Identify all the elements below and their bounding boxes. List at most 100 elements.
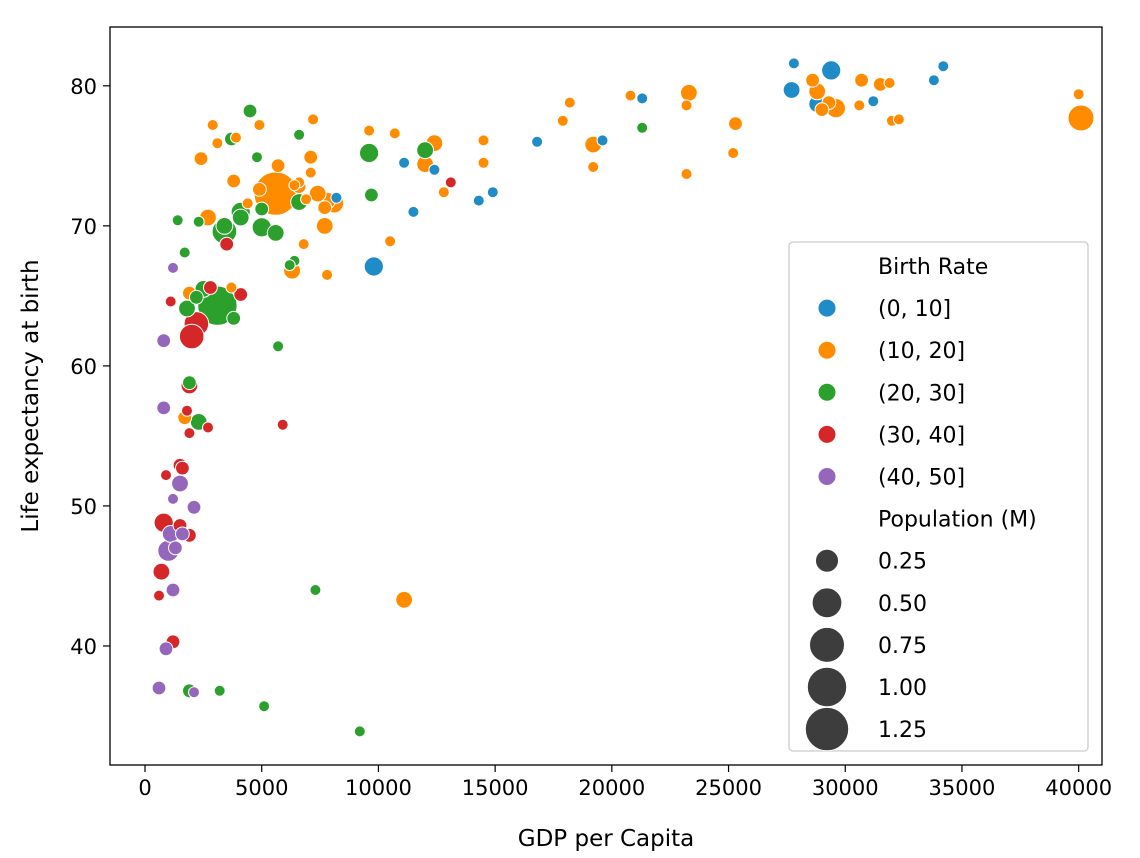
data-point <box>242 103 258 119</box>
data-point <box>219 236 235 252</box>
legend-size-label: 0.25 <box>878 550 927 575</box>
legend-hue-marker <box>817 382 837 402</box>
data-point <box>853 99 866 112</box>
data-point <box>241 197 254 210</box>
data-point <box>477 156 490 169</box>
legend-items: Birth Rate (0, 10] (10, 20] (20, 30] (30, 40… <box>804 255 1037 752</box>
data-point <box>384 235 397 248</box>
data-point <box>359 142 380 164</box>
y-tick-label: 80 <box>70 75 97 99</box>
legend-hue-marker <box>817 467 837 486</box>
data-point <box>276 418 289 431</box>
data-point <box>186 499 202 515</box>
data-point <box>156 333 172 349</box>
data-point <box>787 57 800 70</box>
data-point <box>178 246 191 259</box>
data-point <box>288 179 301 192</box>
data-point <box>300 193 313 206</box>
data-point <box>192 215 205 228</box>
data-point <box>486 186 499 199</box>
x-tick-label: 10000 <box>345 776 412 800</box>
data-point <box>181 404 193 417</box>
data-point <box>215 217 234 235</box>
legend-hue-label: (40, 50] <box>878 466 965 491</box>
x-tick-label: 0 <box>138 776 151 800</box>
data-point <box>407 205 420 218</box>
y-axis-ticks: 40 50 60 70 80 <box>70 75 110 659</box>
data-point <box>183 427 196 440</box>
data-point <box>231 208 250 227</box>
data-point <box>206 119 219 131</box>
data-point <box>266 224 285 242</box>
data-point <box>182 375 197 391</box>
data-point <box>160 469 172 482</box>
legend-size-label: 0.50 <box>878 592 927 617</box>
legend-size-label: 0.75 <box>878 634 927 659</box>
data-point <box>398 156 411 169</box>
data-point <box>293 128 306 141</box>
data-point <box>587 161 600 173</box>
points-layer <box>151 57 1095 738</box>
legend-hue-label: (10, 20] <box>878 339 965 364</box>
data-point <box>364 187 379 203</box>
data-point <box>353 725 366 738</box>
legend-hue-title: Birth Rate <box>878 255 988 280</box>
x-axis-ticks: 0 5000 10000 15000 20000 25000 30000 35000 40000 <box>138 765 1112 800</box>
legend-size-marker <box>806 666 848 708</box>
data-point <box>283 259 296 272</box>
data-point <box>636 121 649 134</box>
data-point <box>727 147 740 159</box>
data-point <box>556 114 569 127</box>
x-tick-label: 20000 <box>578 776 645 800</box>
data-point <box>1072 88 1085 101</box>
legend-size-marker <box>804 706 850 752</box>
y-tick-label: 60 <box>70 355 97 379</box>
data-point <box>307 113 320 126</box>
data-point <box>363 124 376 137</box>
data-point <box>167 261 179 274</box>
data-point <box>193 151 209 167</box>
data-point <box>437 186 450 199</box>
x-tick-label: 25000 <box>695 776 762 800</box>
data-point <box>175 526 190 542</box>
data-point <box>416 141 435 160</box>
legend-hue-label: (30, 40] <box>878 423 965 448</box>
data-point <box>251 151 263 164</box>
legend-size-marker <box>809 626 845 663</box>
data-point <box>317 200 333 216</box>
plot-frame <box>109 26 1103 766</box>
data-point <box>304 166 317 179</box>
legend-size-label: 1.25 <box>878 718 927 743</box>
data-point <box>252 182 267 197</box>
data-point <box>680 168 693 180</box>
data-point <box>330 191 343 204</box>
legend-size-marker <box>811 587 843 619</box>
data-point <box>854 72 869 88</box>
data-point <box>151 680 167 696</box>
y-tick-label: 50 <box>70 495 97 519</box>
data-point <box>883 77 896 89</box>
legend: Birth Rate (0, 10] (10, 20] (20, 30] (30, 40… <box>788 241 1089 752</box>
x-tick-label: 35000 <box>929 776 996 800</box>
legend-size-marker <box>815 548 839 573</box>
data-point <box>782 81 801 99</box>
data-point <box>254 201 270 217</box>
data-point <box>168 540 183 556</box>
data-point <box>175 460 190 476</box>
data-point <box>258 700 271 713</box>
legend-hue-marker <box>817 340 837 360</box>
x-tick-label: 30000 <box>812 776 879 800</box>
y-tick-label: 40 <box>70 635 97 659</box>
data-point <box>225 281 238 294</box>
legend-hue-marker <box>817 424 837 444</box>
legend-box <box>788 241 1089 752</box>
x-axis-label: GDP per Capita <box>518 826 695 852</box>
data-point <box>680 83 698 102</box>
data-point <box>297 238 310 251</box>
data-point <box>171 474 189 493</box>
data-point <box>226 173 242 189</box>
data-point <box>315 217 334 235</box>
data-point <box>892 113 905 126</box>
data-point <box>472 194 485 207</box>
